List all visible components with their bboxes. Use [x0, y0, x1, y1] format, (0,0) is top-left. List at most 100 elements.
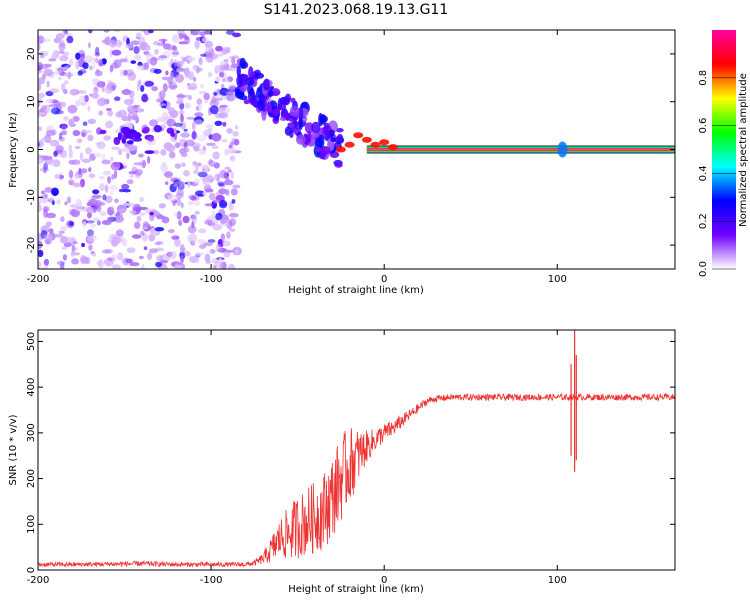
- x-tick-label: 100: [548, 274, 567, 285]
- spectrogram-blob: [80, 129, 88, 138]
- spectrogram-blob: [142, 126, 150, 133]
- spectrogram-blob: [178, 41, 188, 45]
- spectrogram-blob: [156, 213, 164, 220]
- spectrogram-blob: [96, 205, 102, 213]
- spectrogram-blob: [88, 244, 93, 252]
- x-tick-label: -200: [27, 274, 50, 285]
- spectrogram-blob: [132, 203, 142, 213]
- x-tick-label: 100: [548, 575, 567, 586]
- spectrogram-blob: [268, 90, 274, 97]
- spectrogram-blob: [98, 183, 105, 192]
- spectrogram-blob: [361, 136, 372, 143]
- spectrogram-blob: [136, 64, 144, 71]
- spectrogram-blob: [74, 146, 81, 149]
- spectrogram-blob: [213, 265, 217, 269]
- spectrogram-blob: [83, 55, 93, 64]
- spectrogram-blob: [104, 36, 111, 46]
- spectrogram-blob: [178, 219, 183, 226]
- colorbar-label: Normalized spectral amplitude: [738, 73, 749, 227]
- spectrogram-blob: [183, 169, 190, 177]
- spectrogram-blob: [78, 167, 82, 175]
- spectrogram-blob: [38, 140, 45, 148]
- spectrogram-blob: [70, 252, 81, 256]
- spectrogram-blob: [195, 106, 200, 111]
- spectrogram-blob: [153, 125, 162, 133]
- spectrogram-blob: [96, 81, 106, 88]
- spectrogram-blob: [87, 212, 92, 219]
- spectrogram-blob: [117, 208, 127, 213]
- spectrogram-blob: [187, 56, 196, 62]
- spectrogram-blob: [180, 114, 184, 123]
- spectrogram-blob: [335, 146, 346, 153]
- spectrogram-blob: [180, 55, 184, 60]
- spectrogram-blob: [204, 253, 211, 262]
- spectrogram-blob: [222, 240, 231, 247]
- spectrogram-blob: [353, 132, 364, 139]
- spectrogram-blob: [61, 30, 66, 38]
- spectrogram-blob: [187, 180, 191, 188]
- spectrogram-blob: [172, 77, 176, 84]
- spectrogram-blob: [61, 83, 66, 92]
- spectrogram-blob: [311, 121, 321, 134]
- spectrogram-blob: [232, 131, 239, 137]
- y-tick-label: 500: [26, 332, 37, 351]
- spectrogram-blob: [81, 221, 87, 228]
- spectrogram-blob: [102, 194, 107, 201]
- spectrogram-blob: [158, 55, 168, 59]
- spectrogram-blob: [229, 141, 234, 146]
- spectrogram-blob: [112, 162, 121, 167]
- spectrogram-blob: [205, 124, 214, 129]
- spectrogram-xlabel: Height of straight line (km): [288, 285, 424, 296]
- spectrogram-blob: [40, 104, 47, 112]
- spectrogram-blob: [212, 151, 220, 160]
- spectrogram-blob: [252, 100, 259, 107]
- spectrogram-blob: [215, 244, 223, 253]
- spectrogram-blob: [202, 145, 206, 151]
- spectrogram-blob: [60, 236, 71, 244]
- spectrogram-blob: [132, 137, 143, 142]
- spectrogram-blob: [81, 158, 91, 163]
- spectrogram-blob: [159, 57, 165, 62]
- spectrogram-blob: [43, 206, 49, 213]
- spectrogram-blob: [86, 206, 96, 214]
- spectrogram-blob: [197, 134, 207, 142]
- spectrogram-blob: [125, 258, 133, 264]
- spectrogram-blob: [129, 262, 140, 267]
- spectrogram-blob: [223, 251, 231, 258]
- spectrogram-blob: [126, 247, 136, 254]
- y-tick-label: 0: [26, 146, 37, 152]
- spectrogram-blob: [79, 53, 86, 60]
- spectrogram-blob: [163, 142, 173, 151]
- spectrogram-blob: [209, 249, 216, 254]
- spectrogram-blob: [90, 223, 97, 229]
- spectrogram-blob: [107, 110, 113, 117]
- spectrogram-blob: [121, 138, 127, 144]
- spectrogram-blob: [70, 209, 81, 218]
- spectrogram-blob: [265, 103, 273, 113]
- spectrogram-blob: [192, 76, 197, 82]
- spectrogram-blob: [167, 194, 177, 202]
- spectrogram-blob: [197, 171, 208, 178]
- spectrogram-blob: [229, 154, 237, 162]
- spectrogram-blob: [80, 256, 89, 265]
- spectrogram-blob: [203, 92, 210, 101]
- spectrogram-blob: [174, 264, 182, 269]
- spectrogram-blob: [133, 162, 143, 166]
- spectrogram-blob: [38, 110, 42, 118]
- spectrogram-blob: [191, 130, 197, 140]
- spectrogram-blob: [203, 242, 213, 247]
- spectrogram-blob: [38, 70, 45, 74]
- spectrogram-blob: [86, 129, 92, 134]
- spectrogram-blob: [56, 199, 61, 205]
- spectrogram-blob: [180, 255, 184, 264]
- spectrogram-blob: [107, 176, 112, 184]
- spectrogram-blob: [223, 59, 229, 63]
- y-tick-label: 20: [26, 48, 37, 61]
- spectrogram-blob: [56, 260, 66, 266]
- spectrogram-blob: [63, 88, 68, 95]
- spectrogram-blob: [44, 187, 53, 193]
- spectrogram-blob: [38, 204, 42, 212]
- spectrogram-blob: [91, 252, 97, 257]
- spectrogram-blob: [196, 98, 203, 105]
- spectrogram-blob: [160, 259, 168, 264]
